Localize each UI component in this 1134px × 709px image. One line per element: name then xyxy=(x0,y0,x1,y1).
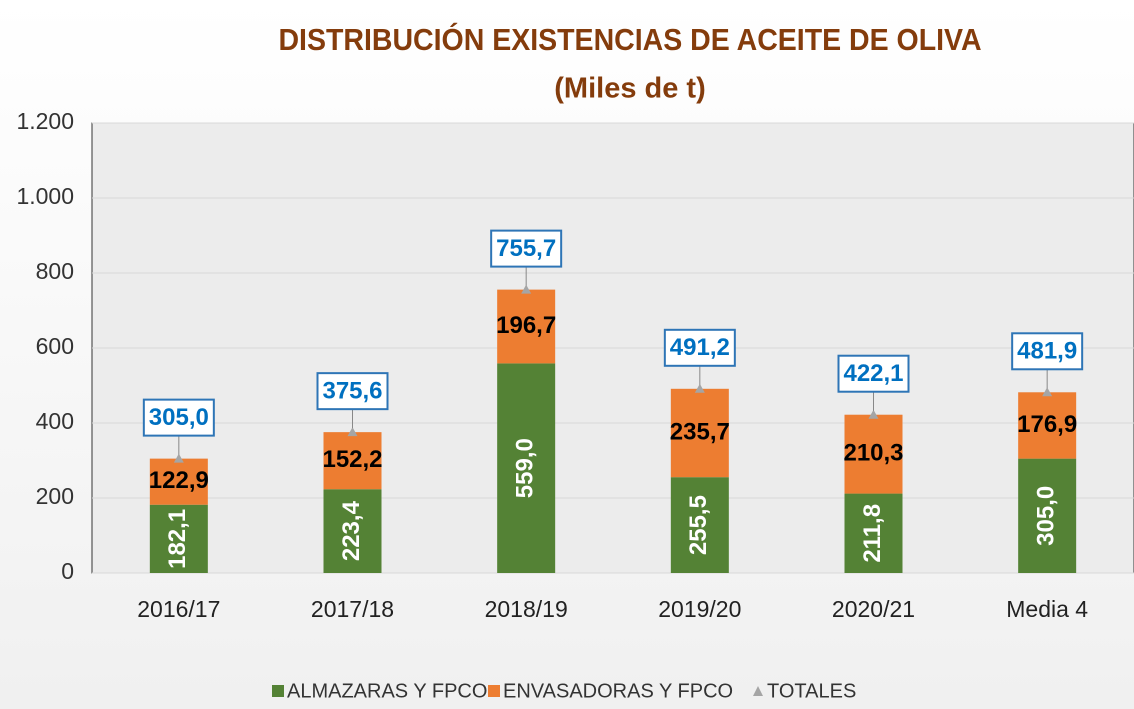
data-label: 182,1 xyxy=(164,509,191,569)
total-label: 422,1 xyxy=(843,360,903,387)
bar-segment xyxy=(670,477,729,573)
total-marker xyxy=(173,453,184,463)
total-marker xyxy=(694,383,705,393)
x-tick-label: 2020/21 xyxy=(832,596,915,622)
bar-segment xyxy=(149,458,208,505)
total-label-box xyxy=(490,229,563,268)
legend-label: ENVASADORAS Y FPCO xyxy=(503,680,733,702)
total-label: 481,9 xyxy=(1017,338,1077,365)
bar-segment xyxy=(844,493,903,573)
chart-subtitle: (Miles de t) xyxy=(554,73,705,105)
data-label: 235,7 xyxy=(670,418,730,445)
bar-segment xyxy=(670,388,729,478)
x-tick-label: 2018/19 xyxy=(485,596,568,622)
y-tick-label: 400 xyxy=(36,408,74,434)
bars: 182,1 223,4 559,0 255,5 211,8 305,0 122,9 152,2… xyxy=(149,289,1077,573)
y-tick-label: 200 xyxy=(36,483,74,509)
data-label: 255,5 xyxy=(685,495,712,555)
bar-segment xyxy=(1018,392,1077,459)
total-label: 305,0 xyxy=(149,404,209,431)
legend-swatch xyxy=(488,685,500,697)
data-label: 211,8 xyxy=(859,504,886,563)
bar-segment xyxy=(323,432,382,490)
data-label: 305,0 xyxy=(1033,486,1060,546)
bar-segment xyxy=(1018,458,1077,573)
bar-segment xyxy=(323,489,382,573)
x-tick-label: Media 4 xyxy=(1006,596,1088,622)
total-label-box xyxy=(1011,332,1084,371)
x-tick-label: 2017/18 xyxy=(311,596,394,622)
bar-segment xyxy=(497,289,556,364)
legend-marker xyxy=(753,686,763,696)
data-label: 176,9 xyxy=(1017,411,1077,438)
data-label: 152,2 xyxy=(322,446,382,473)
data-label: 122,9 xyxy=(149,467,209,494)
total-marker xyxy=(1042,387,1053,397)
bar-segment xyxy=(497,363,556,573)
chart-title: DISTRIBUCIÓN EXISTENCIAS DE ACEITE DE OL… xyxy=(278,22,981,57)
y-tick-label: 1.000 xyxy=(16,183,74,209)
total-label: 375,6 xyxy=(322,377,382,404)
total-marker xyxy=(521,284,532,294)
y-tick-label: 1.200 xyxy=(16,108,74,134)
data-label: 210,3 xyxy=(843,439,903,466)
y-tick-label: 600 xyxy=(36,333,74,359)
data-label: 223,4 xyxy=(338,500,365,561)
data-label: 196,7 xyxy=(496,312,556,339)
legend-label: ALMAZARAS Y FPCO xyxy=(287,680,487,702)
y-tick-label: 800 xyxy=(36,258,74,284)
total-label-box xyxy=(837,354,910,393)
total-marker xyxy=(868,409,879,419)
legend-swatch xyxy=(272,685,284,697)
total-label: 755,7 xyxy=(496,235,556,262)
x-tick-label: 2016/17 xyxy=(137,596,220,622)
total-label-box xyxy=(142,398,215,437)
y-tick-label: 0 xyxy=(61,558,74,584)
x-tick-label: 2019/20 xyxy=(658,596,741,622)
total-label-box xyxy=(663,328,736,367)
bar-segment xyxy=(149,504,208,573)
total-marker xyxy=(347,427,358,437)
data-label: 559,0 xyxy=(512,438,539,498)
total-label-box xyxy=(316,372,389,411)
legend-label: TOTALES xyxy=(767,680,856,702)
total-label: 491,2 xyxy=(670,334,730,361)
bar-segment xyxy=(844,414,903,494)
